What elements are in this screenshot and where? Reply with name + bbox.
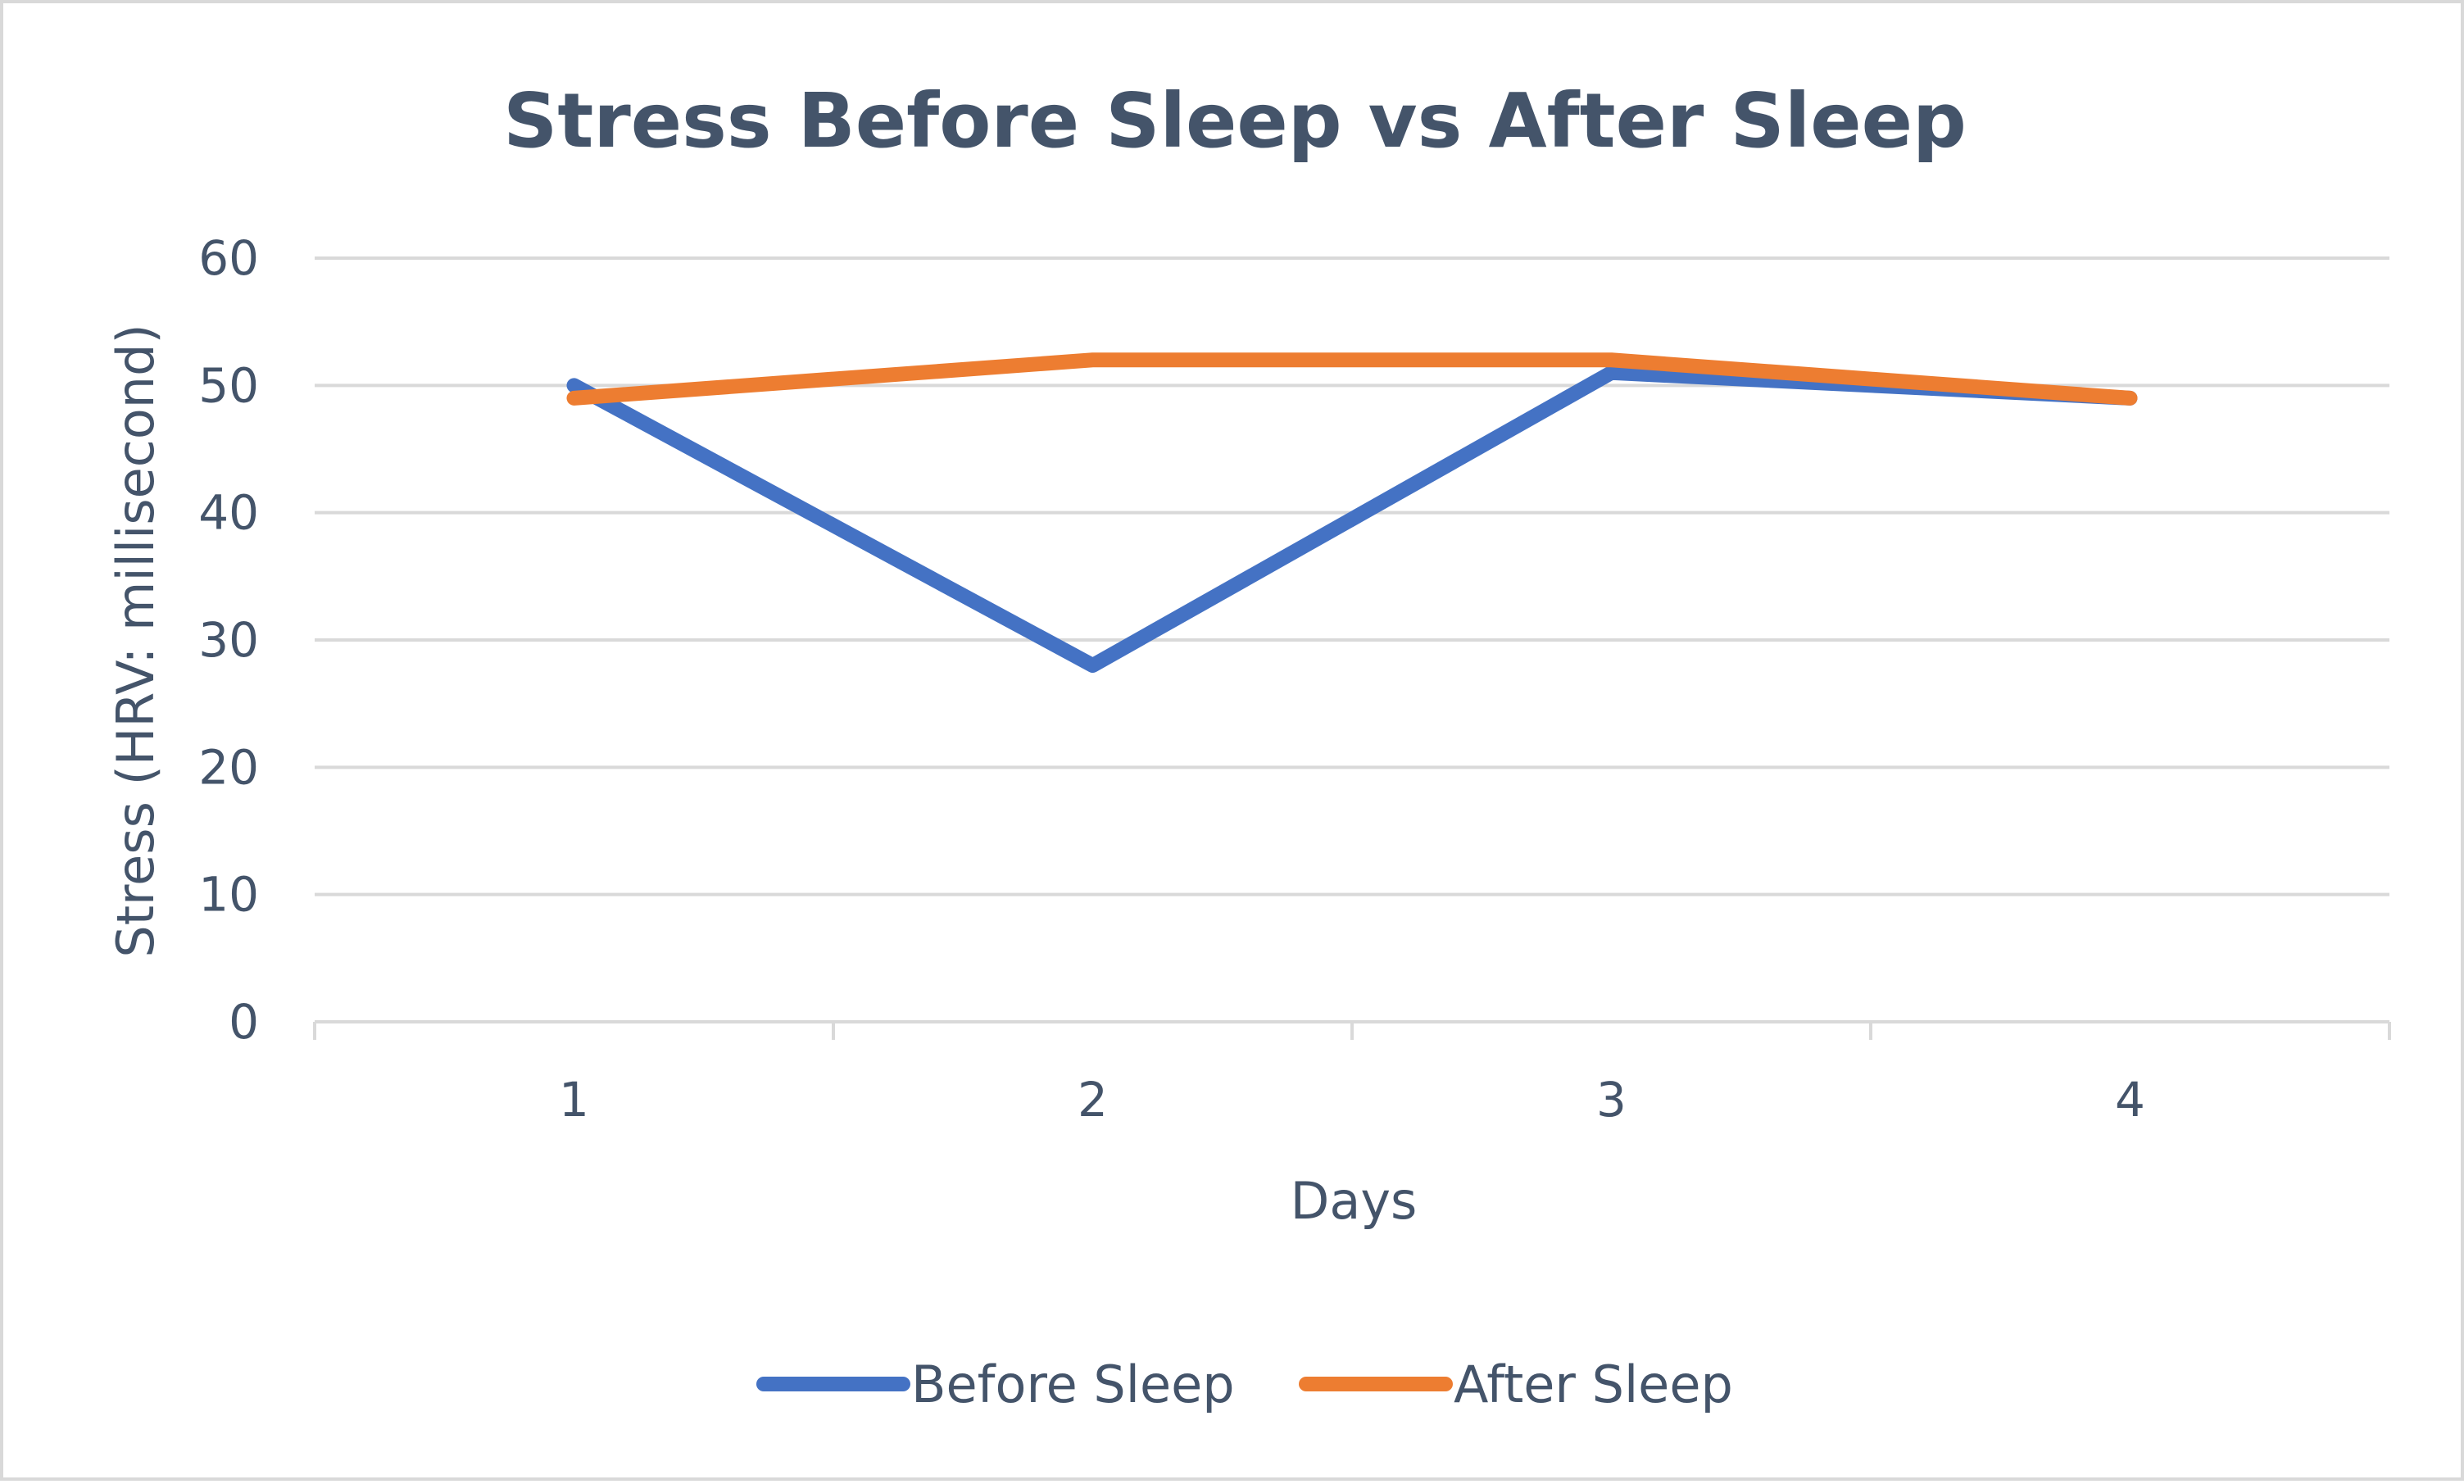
y-tick-label: 30 <box>198 612 259 668</box>
legend-label: After Sleep <box>1454 1355 1733 1414</box>
y-tick-label: 10 <box>198 867 259 923</box>
y-tick-label: 40 <box>198 485 259 541</box>
y-axis-title: Stress (HRV: millisecond) <box>106 324 166 957</box>
series-line-after-sleep <box>566 352 2138 406</box>
y-tick-label: 0 <box>229 994 259 1050</box>
legend-label: Before Sleep <box>911 1355 1235 1414</box>
y-tick-label: 50 <box>198 357 259 413</box>
x-axis-tick-labels: 1 2 3 4 <box>559 1072 2145 1128</box>
series-line-before-sleep <box>566 365 2138 674</box>
x-axis-title: Days <box>1291 1171 1418 1231</box>
x-axis <box>313 1020 2391 1040</box>
y-tick-label: 20 <box>198 739 259 795</box>
line-chart: Stress Before Sleep vs After Sleep 01020… <box>106 77 2391 1414</box>
x-tick-label: 4 <box>2115 1072 2145 1128</box>
legend: Before Sleep After Sleep <box>756 1355 1733 1414</box>
x-tick-label: 1 <box>559 1072 589 1128</box>
x-tick-label: 3 <box>1596 1072 1627 1128</box>
chart-title: Stress Before Sleep vs After Sleep <box>503 77 1967 165</box>
series-lines <box>566 352 2138 674</box>
y-axis-tick-labels: 0 10 20 30 40 50 60 <box>198 230 259 1050</box>
y-tick-label: 60 <box>198 230 259 286</box>
x-tick-label: 2 <box>1078 1072 1108 1128</box>
